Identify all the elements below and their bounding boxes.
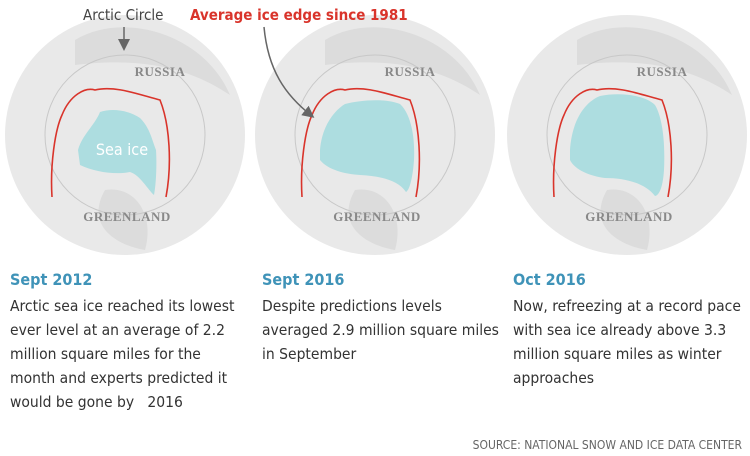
sea-ice bbox=[320, 100, 415, 192]
arctic-circle bbox=[546, 54, 708, 216]
land bbox=[577, 27, 732, 96]
russia-label: RUSSIA bbox=[637, 64, 688, 79]
source: SOURCE: NATIONAL SNOW AND ICE DATA CENTE… bbox=[472, 438, 742, 452]
map: RUSSIA GREENLAND bbox=[507, 15, 747, 255]
greenland-label: GREENLAND bbox=[333, 209, 421, 224]
land bbox=[325, 27, 480, 96]
arrow bbox=[263, 26, 315, 118]
russia-label: RUSSIA bbox=[135, 64, 186, 79]
land bbox=[98, 189, 148, 250]
panel-date: Sept 2012 bbox=[10, 270, 93, 289]
map: RUSSIA GREENLAND bbox=[255, 15, 495, 255]
arctic-circle-label: Arctic Circle bbox=[83, 6, 163, 24]
ice-edge bbox=[552, 87, 673, 198]
panel-text: Despite predictions levels averaged 2.9 … bbox=[262, 297, 504, 363]
panel-date: Oct 2016 bbox=[513, 270, 586, 289]
ice-edge bbox=[50, 87, 171, 198]
greenland-label: GREENLAND bbox=[585, 209, 673, 224]
land bbox=[75, 27, 230, 96]
russia-label: RUSSIA bbox=[385, 64, 436, 79]
ice-edge bbox=[300, 87, 421, 198]
sea-ice bbox=[78, 110, 157, 195]
panel-date: Sept 2016 bbox=[262, 270, 345, 289]
sea-ice-label: Sea ice bbox=[96, 140, 148, 159]
ice-edge-label: Average ice edge since 1981 bbox=[190, 6, 408, 24]
land bbox=[600, 189, 650, 250]
panel-text: Arctic sea ice reached its lowest ever l… bbox=[10, 297, 239, 411]
greenland-label: GREENLAND bbox=[83, 209, 171, 224]
arctic-circle bbox=[294, 54, 456, 216]
panel-text: Now, refreezing at a record pace with se… bbox=[513, 297, 746, 387]
arctic-circle bbox=[44, 54, 206, 216]
land bbox=[348, 189, 398, 250]
map: RUSSIA GREENLAND Sea ice bbox=[5, 15, 245, 255]
sea-ice bbox=[570, 94, 665, 196]
